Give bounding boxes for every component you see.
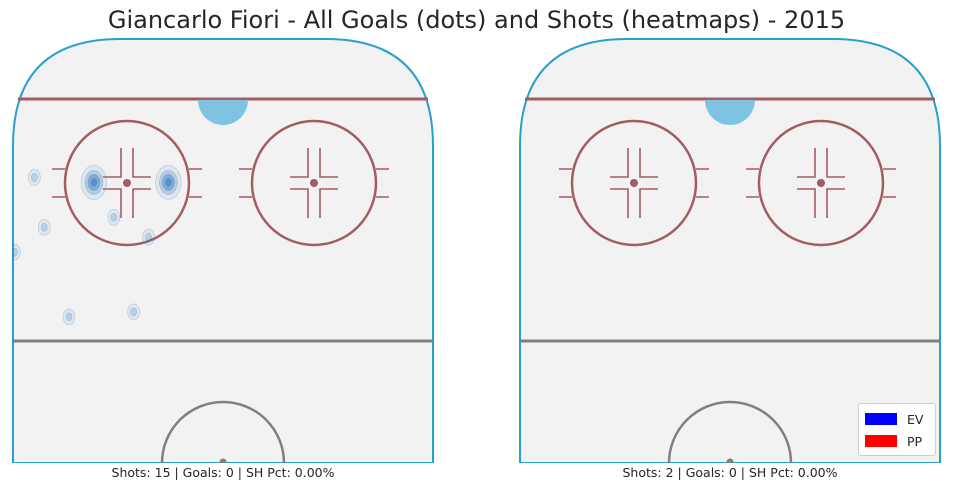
- faceoff-hashmarks-left: [559, 148, 709, 218]
- rink-left: [12, 38, 434, 463]
- legend-item-ev: EV: [865, 408, 929, 430]
- faceoff-circle-left: [63, 119, 191, 247]
- center-circle: [160, 400, 286, 463]
- shot-density-6-ring-1: [130, 307, 137, 317]
- shot-density-4-ring-0: [107, 208, 121, 226]
- shot-density-3-ring-1: [40, 222, 48, 232]
- shot-density-5-ring-0: [62, 308, 76, 326]
- shot-density-3-ring-0: [37, 218, 51, 236]
- legend-swatch-pp: [865, 435, 897, 447]
- faceoff-hashmarks-right: [239, 148, 389, 218]
- center-circle: [667, 400, 793, 463]
- shot-density-2-ring-0: [28, 169, 41, 186]
- faceoff-dot-left: [630, 179, 638, 187]
- center-dot: [726, 458, 734, 463]
- chart-title: Giancarlo Fiori - All Goals (dots) and S…: [107, 6, 846, 34]
- stats-right: Shots: 2 | Goals: 0 | SH Pct: 0.00%: [622, 465, 838, 480]
- stats-left: Shots: 15 | Goals: 0 | SH Pct: 0.00%: [111, 465, 335, 480]
- shot-density-7-ring-1: [12, 247, 18, 257]
- shot-density-7-ring-0: [12, 243, 21, 261]
- shot-density-5-ring-1: [65, 312, 73, 322]
- center-dot: [219, 458, 227, 463]
- faceoff-circle-left: [570, 119, 698, 247]
- faceoff-hashmarks-left: [52, 148, 202, 218]
- shot-density-6-ring-0: [127, 303, 140, 321]
- legend-label-ev: EV: [907, 411, 924, 427]
- rink-right: [519, 38, 941, 463]
- shot-density-8-ring-0: [142, 228, 155, 246]
- faceoff-dot-left: [123, 179, 131, 187]
- legend-swatch-ev: [865, 413, 897, 425]
- shot-density-8-ring-1: [145, 232, 152, 242]
- rink-boards: [12, 38, 434, 463]
- faceoff-hashmarks-right: [746, 148, 896, 218]
- faceoff-circle-right: [250, 119, 378, 247]
- faceoff-circle-right: [757, 119, 885, 247]
- shot-density-1-ring-3: [165, 178, 172, 187]
- faceoff-dot-right: [310, 179, 318, 187]
- shot-density-4-ring-1: [110, 212, 118, 222]
- rink-boards: [519, 38, 941, 463]
- goal-crease: [705, 100, 755, 125]
- faceoff-dot-right: [817, 179, 825, 187]
- shot-density-0-ring-3: [90, 178, 98, 187]
- legend-label-pp: PP: [907, 433, 923, 449]
- legend-item-pp: PP: [865, 430, 929, 452]
- legend: EV PP: [858, 403, 936, 456]
- shot-density-2-ring-1: [31, 173, 38, 182]
- goal-crease: [198, 100, 248, 125]
